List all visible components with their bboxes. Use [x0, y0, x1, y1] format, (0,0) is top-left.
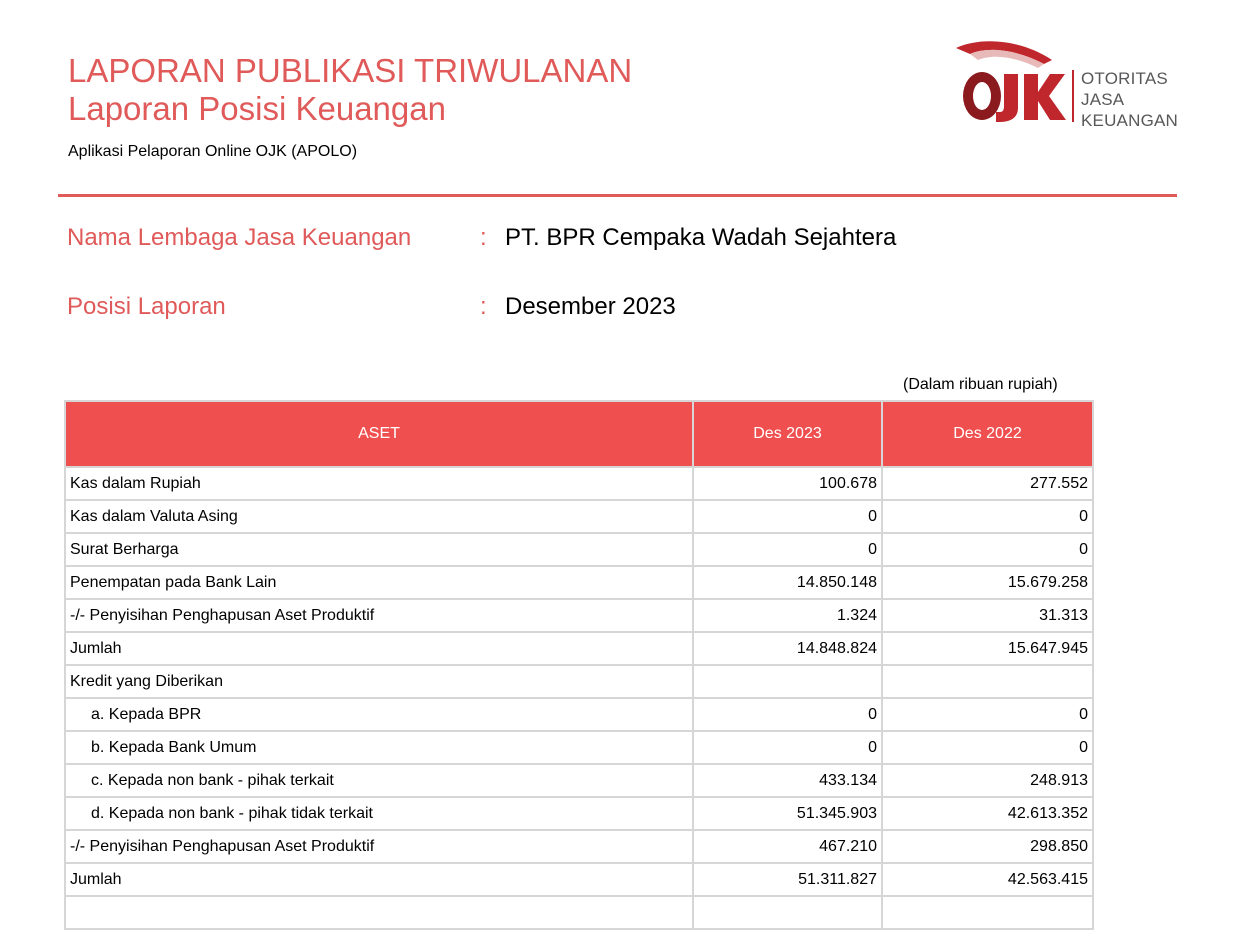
value-des-2022: 42.563.415 — [881, 862, 1094, 897]
row-label: -/- Penyisihan Penghapusan Aset Produkti… — [64, 829, 694, 864]
value-des-2023: 51.311.827 — [692, 862, 883, 897]
logo-text-line1: OTORITAS — [1081, 69, 1168, 88]
value-des-2022: 298.850 — [881, 829, 1094, 864]
row-label: a. Kepada BPR — [64, 697, 694, 732]
row-label: Penempatan pada Bank Lain — [64, 565, 694, 600]
value-des-2023: 0 — [692, 499, 883, 534]
value-des-2022 — [881, 664, 1094, 699]
table-row: Kas dalam Rupiah 100.678 277.552 — [64, 466, 1094, 501]
row-label: c. Kepada non bank - pihak terkait — [64, 763, 694, 798]
row-label: -/- Penyisihan Penghapusan Aset Produkti… — [64, 598, 694, 633]
asset-table: ASET Des 2023 Des 2022 Kas dalam Rupiah … — [64, 400, 1094, 930]
value-des-2022: 0 — [881, 532, 1094, 567]
row-label: d. Kepada non bank - pihak tidak terkait — [64, 796, 694, 831]
value-des-2023: 51.345.903 — [692, 796, 883, 831]
table-row: -/- Penyisihan Penghapusan Aset Produkti… — [64, 829, 1094, 864]
row-label: Jumlah — [64, 862, 694, 897]
table-row: Kas dalam Valuta Asing 0 0 — [64, 499, 1094, 534]
value-des-2023: 0 — [692, 730, 883, 765]
value-des-2023: 433.134 — [692, 763, 883, 798]
institution-colon: : — [480, 224, 487, 251]
value-des-2023 — [692, 895, 883, 930]
value-des-2023: 467.210 — [692, 829, 883, 864]
logo-text-line2: JASA — [1081, 90, 1125, 109]
table-row: -/- Penyisihan Penghapusan Aset Produkti… — [64, 598, 1094, 633]
table-row: Jumlah 51.311.827 42.563.415 — [64, 862, 1094, 897]
row-label — [64, 895, 694, 930]
period-value: Desember 2023 — [505, 293, 676, 320]
header-des-2023: Des 2023 — [692, 400, 883, 468]
application-name: Aplikasi Pelaporan Online OJK (APOLO) — [68, 143, 358, 160]
ojk-logo-text: OTORITAS JASA KEUANGAN — [1081, 68, 1178, 131]
row-label: Surat Berharga — [64, 532, 694, 567]
value-des-2023: 0 — [692, 697, 883, 732]
value-des-2023: 0 — [692, 532, 883, 567]
value-des-2023: 14.848.824 — [692, 631, 883, 666]
table-header-row: ASET Des 2023 Des 2022 — [64, 400, 1094, 468]
institution-label: Nama Lembaga Jasa Keuangan — [67, 224, 412, 251]
row-label: b. Kepada Bank Umum — [64, 730, 694, 765]
value-des-2023: 100.678 — [692, 466, 883, 501]
header-des-2022: Des 2022 — [881, 400, 1094, 468]
table-row: b. Kepada Bank Umum 0 0 — [64, 730, 1094, 765]
value-des-2023: 14.850.148 — [692, 565, 883, 600]
header-divider — [58, 194, 1177, 197]
row-label: Kas dalam Valuta Asing — [64, 499, 694, 534]
value-des-2022: 42.613.352 — [881, 796, 1094, 831]
table-row: d. Kepada non bank - pihak tidak terkait… — [64, 796, 1094, 831]
value-des-2022: 0 — [881, 697, 1094, 732]
table-row: c. Kepada non bank - pihak terkait 433.1… — [64, 763, 1094, 798]
value-des-2022: 15.679.258 — [881, 565, 1094, 600]
value-des-2022 — [881, 895, 1094, 930]
row-label: Jumlah — [64, 631, 694, 666]
ojk-logo — [956, 41, 1074, 122]
value-des-2022: 277.552 — [881, 466, 1094, 501]
logo-text-line3: KEUANGAN — [1081, 111, 1179, 130]
value-des-2022: 15.647.945 — [881, 631, 1094, 666]
value-des-2023: 1.324 — [692, 598, 883, 633]
table-row: a. Kepada BPR 0 0 — [64, 697, 1094, 732]
table-row: Jumlah 14.848.824 15.647.945 — [64, 631, 1094, 666]
value-des-2023 — [692, 664, 883, 699]
table-row: Kredit yang Diberikan — [64, 664, 1094, 699]
period-colon: : — [480, 293, 487, 320]
report-subtitle: Laporan Posisi Keuangan — [68, 90, 446, 127]
unit-note: (Dalam ribuan rupiah) — [903, 376, 1058, 393]
header-aset: ASET — [64, 400, 694, 468]
table-row — [64, 895, 1094, 930]
value-des-2022: 0 — [881, 730, 1094, 765]
row-label: Kredit yang Diberikan — [64, 664, 694, 699]
value-des-2022: 31.313 — [881, 598, 1094, 633]
value-des-2022: 248.913 — [881, 763, 1094, 798]
table-row: Surat Berharga 0 0 — [64, 532, 1094, 567]
table-row: Penempatan pada Bank Lain 14.850.148 15.… — [64, 565, 1094, 600]
institution-value: PT. BPR Cempaka Wadah Sejahtera — [505, 224, 897, 251]
period-label: Posisi Laporan — [67, 293, 226, 320]
report-title: LAPORAN PUBLIKASI TRIWULANAN — [68, 52, 633, 89]
value-des-2022: 0 — [881, 499, 1094, 534]
row-label: Kas dalam Rupiah — [64, 466, 694, 501]
